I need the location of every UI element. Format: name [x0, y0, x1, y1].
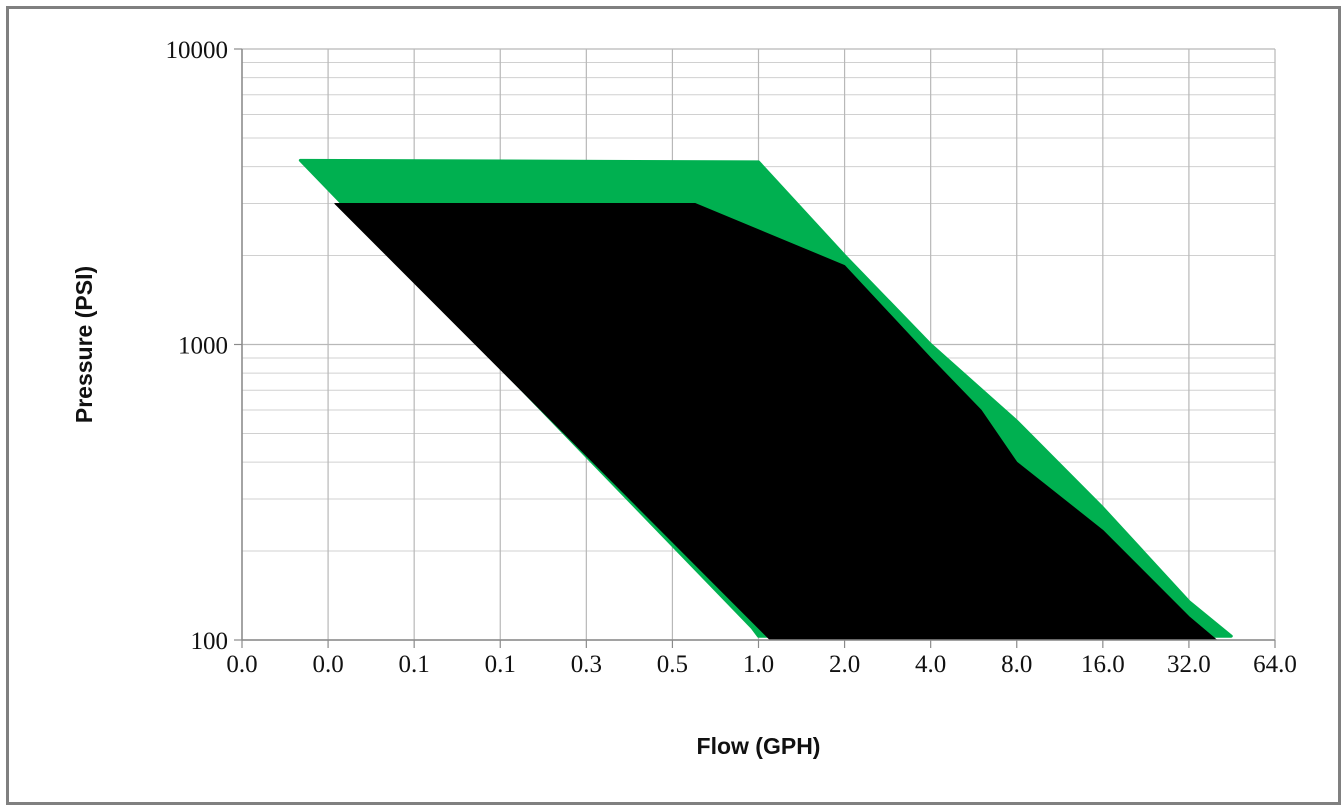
y-tick-label: 100 [191, 628, 229, 655]
x-tick-label: 2.0 [829, 651, 860, 678]
x-tick-label: 0.1 [485, 651, 516, 678]
x-tick-label: 0.1 [399, 651, 430, 678]
x-tick-labels: 0.0 0.0 0.1 0.1 0.3 0.5 1.0 2.0 4.0 8.0 16.0 32.0 64… [226, 651, 1297, 678]
x-tick-label: 0.0 [312, 651, 343, 678]
x-tick-label: 64.0 [1253, 651, 1297, 678]
x-tick-label: 16.0 [1081, 651, 1125, 678]
y-tick-label: 1000 [178, 333, 228, 360]
x-tick-label: 8.0 [1001, 651, 1032, 678]
x-tick-label: 0.5 [657, 651, 688, 678]
axes-layer [234, 48, 1276, 648]
x-tick-label: 32.0 [1167, 651, 1211, 678]
y-axis-title: Pressure (PSI) [71, 266, 97, 423]
x-tick-label: 0.0 [226, 651, 257, 678]
x-tick-label: 0.3 [571, 651, 602, 678]
y-tick-labels: 100 1000 10000 [166, 37, 229, 655]
x-tick-label: 4.0 [915, 651, 946, 678]
inner-operating-region [334, 203, 1218, 641]
x-tick-label: 1.0 [743, 651, 774, 678]
x-axis-title: Flow (GPH) [697, 733, 821, 759]
y-tick-label: 10000 [166, 37, 229, 64]
series-layer [298, 158, 1233, 641]
